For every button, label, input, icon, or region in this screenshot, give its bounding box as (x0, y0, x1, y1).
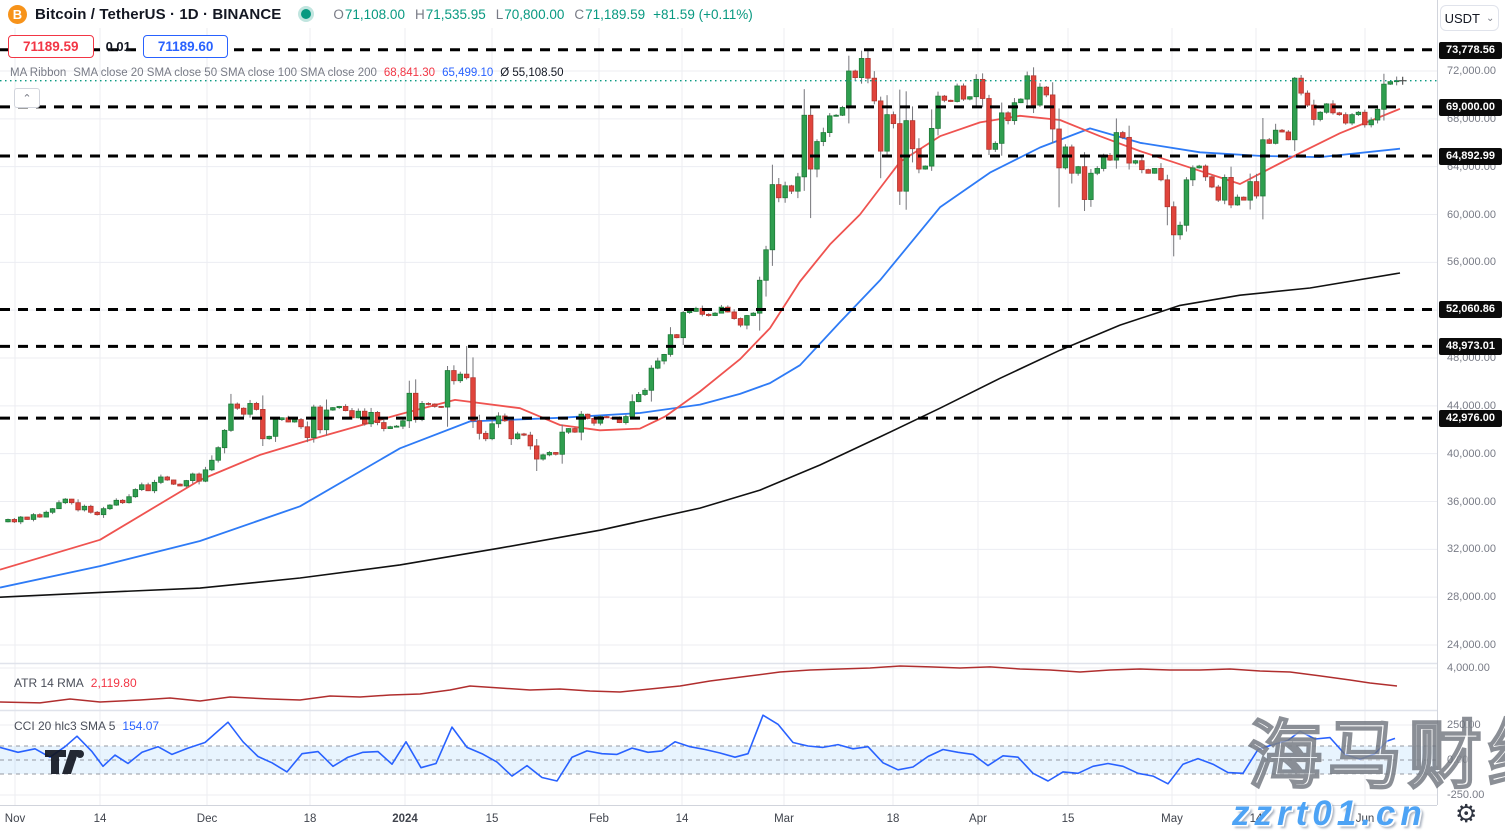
price-tick-label: 28,000.00 (1447, 591, 1496, 604)
spread-value: 0.01 (105, 39, 131, 54)
bitcoin-icon: B (8, 4, 27, 24)
ma-value-red: 68,841.30 (383, 67, 436, 79)
price-change: +81.59 (+0.11%) (653, 6, 753, 22)
tradingview-logo[interactable] (44, 749, 86, 775)
indicator-name: MA Ribbon (10, 67, 67, 79)
ma-value-blue: 65,499.10 (442, 67, 494, 79)
ma-value-avg: Ø 55,108.50 (500, 67, 564, 79)
level-price-label: 42,976.00 (1439, 410, 1502, 428)
sell-button[interactable]: 71189.59 (8, 35, 94, 58)
time-tick-label: 14 (93, 813, 107, 825)
atr-legend[interactable]: ATR 14 RMA 2,119.80 (14, 676, 137, 690)
cci-line (0, 714, 1396, 785)
cci-legend[interactable]: CCI 20 hlc3 SMA 5 154.07 (14, 719, 159, 733)
buy-button[interactable]: 71189.60 (142, 35, 229, 58)
atr-line (0, 665, 1398, 704)
level-price-label: 73,778.56 (1439, 41, 1502, 59)
cci-tick-label: 0.00 (1447, 754, 1469, 766)
sma-100-line (0, 127, 1401, 589)
level-price-label: 48,973.01 (1439, 338, 1502, 356)
time-tick-label: Jun (1355, 813, 1375, 825)
cci-tick-label: 250.00 (1447, 719, 1481, 731)
chart-plot-area[interactable] (0, 0, 1437, 805)
price-tick-label: 72,000.00 (1447, 65, 1496, 77)
chart-topbar: B Bitcoin / TetherUS · 1D · BINANCE O71,… (0, 0, 1437, 28)
level-price-label: 52,060.86 (1439, 301, 1502, 319)
time-tick-label: 15 (1061, 813, 1075, 825)
level-price-label: 69,000.00 (1439, 98, 1502, 116)
level-price-label: 64,892.99 (1439, 147, 1502, 165)
price-tick-label: 32,000.00 (1447, 543, 1496, 556)
price-axis[interactable]: 72,000.00 68,000.00 64,000.00 60,000.00 56,0… (1437, 0, 1505, 805)
time-tick-label: 2024 (392, 813, 418, 825)
time-tick-label: 18 (886, 813, 900, 825)
sma-200-line (0, 272, 1401, 598)
candles (5, 49, 1400, 525)
market-status-dot (301, 9, 312, 19)
price-tick-label: 36,000.00 (1447, 495, 1496, 508)
time-tick-label: Apr (969, 813, 987, 825)
sma-fast-line (0, 107, 1401, 571)
time-tick-label: May (1161, 813, 1183, 825)
symbol-title[interactable]: Bitcoin / TetherUS · 1D · BINANCE (35, 5, 282, 23)
atr-tick-label: 4,000.00 (1447, 662, 1490, 674)
indicator-name: ATR 14 RMA (14, 676, 84, 690)
price-tick-label: 56,000.00 (1447, 256, 1496, 269)
time-tick-label: Feb (589, 813, 609, 825)
ma-ribbon-legend[interactable]: MA Ribbon SMA close 20 SMA close 50 SMA … (10, 67, 564, 79)
time-tick-label: 14 (675, 813, 689, 825)
time-axis[interactable]: Nov 14 Dec 18 2024 15 Feb 14 Mar 18 Apr 15 May 14 Jun (0, 805, 1437, 834)
time-tick-label: 14 (1249, 813, 1263, 825)
current-bar-cross (1398, 76, 1407, 85)
price-tick-label: 24,000.00 (1447, 639, 1496, 651)
indicator-name: CCI 20 hlc3 SMA 5 (14, 719, 116, 733)
indicator-params: SMA close 20 SMA close 50 SMA close 100 … (73, 67, 377, 79)
ohlc-item: H71,535.95 (414, 6, 486, 22)
chevron-down-icon: ⌄ (1486, 12, 1495, 24)
time-tick-label: Nov (4, 813, 26, 825)
chevron-up-icon: ⌃ (22, 92, 32, 105)
cci-band (0, 746, 1437, 774)
currency-label: USDT (1444, 10, 1480, 26)
ohlc-item: C71,189.59 (574, 6, 646, 22)
price-tick-label: 44,000.00 (1447, 399, 1496, 412)
collapse-indicator-button[interactable]: ⌃ (14, 88, 40, 108)
ohlc-item: L70,800.00 (495, 6, 565, 22)
time-tick-label: Mar (774, 813, 794, 825)
time-tick-label: 15 (485, 813, 499, 825)
price-tick-label: 40,000.00 (1447, 447, 1496, 460)
atr-value: 2,119.80 (90, 676, 137, 690)
cci-value: 154.07 (122, 719, 160, 733)
currency-selector-button[interactable]: USDT ⌄ (1440, 5, 1499, 31)
time-tick-label: 18 (303, 813, 317, 825)
time-tick-label: Dec (196, 813, 218, 825)
price-tick-label: 60,000.00 (1447, 208, 1496, 221)
order-widget: 71189.59 0.01 71189.60 (8, 35, 229, 58)
ohlc-item: O71,108.00 (333, 6, 405, 22)
ohlc-values: O71,108.00 H71,535.95 L70,800.00 C71,189.59 (333, 7, 645, 22)
cci-tick-label: -250.00 (1447, 789, 1485, 801)
